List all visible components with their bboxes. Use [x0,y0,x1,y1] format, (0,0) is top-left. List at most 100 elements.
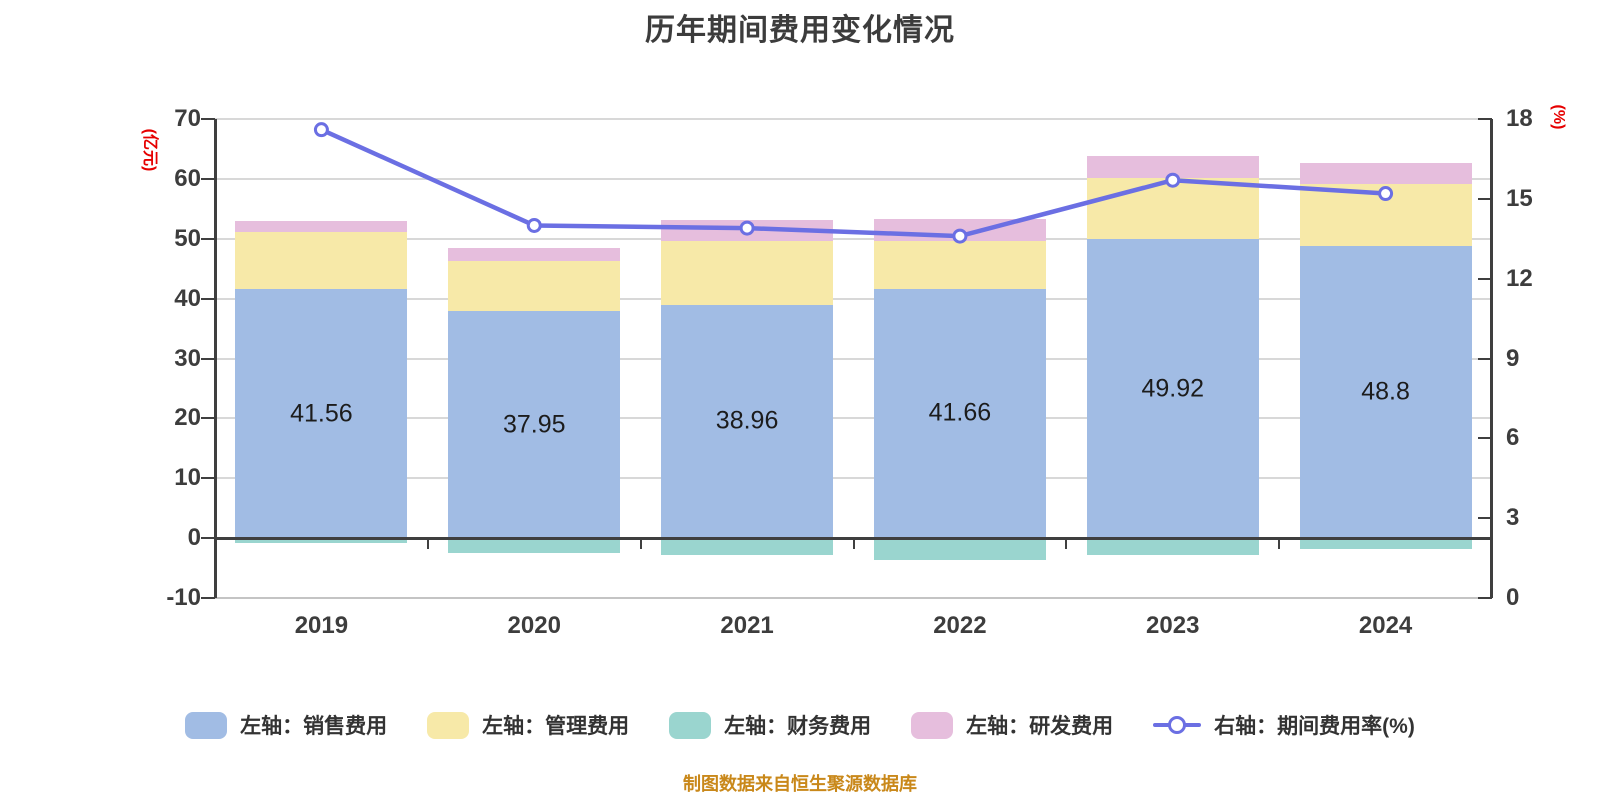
rate-line-series [313,122,1394,244]
bar-value-label: 48.8 [1361,377,1410,406]
bar-segment-rnd [448,248,621,261]
bar-segment-admin [1086,177,1259,240]
bar-value-label: 41.56 [290,399,353,428]
rate-line-marker [1378,186,1394,202]
left-axis-tick-label: 60 [174,164,201,192]
chart-title: 历年期间费用变化情况 [645,14,955,47]
right-axis-tick-label: 12 [1506,264,1533,292]
legend-dot-icon [1168,716,1187,734]
bar-segment-finance [873,538,1046,560]
right-axis-tick [1478,517,1492,520]
bar-segment-finance [661,538,834,556]
bar-segment-rnd [1299,163,1472,184]
plot-area: 41.56 37.95 38.96 41.66 49.92 48.8 70 60 50 40 30 2… [166,105,1532,639]
x-axis-tick [852,539,855,549]
left-axis-tick [201,417,215,420]
right-axis-tick-label: 15 [1506,184,1533,212]
bar-segment-sales [661,304,834,539]
left-axis-tick-label: 20 [174,404,201,432]
bar-value-label: 38.96 [715,406,779,435]
gridline [215,417,1492,420]
bar-value-label: 37.95 [502,410,566,438]
gridline [215,297,1492,300]
left-axis-tick [201,177,215,180]
footer-note: 制图数据来自恒生聚源数据库 [683,774,917,794]
x-axis-tick [426,539,429,549]
left-axis-line [214,119,217,598]
left-axis-tick-label: 30 [174,344,201,372]
x-axis-label: 2022 [933,612,987,639]
right-axis-tick [1478,197,1492,200]
bar-segment-admin [448,260,621,311]
legend-swatch-icon [911,711,954,739]
bar-segment-sales [873,288,1046,539]
legend-item-rate[interactable]: 右轴：期间费用率(%) [1153,710,1415,740]
legend-swatch-icon [669,711,712,739]
right-axis-tick [1478,118,1492,120]
bar-segment-sales [1086,239,1259,539]
bar-segment-admin [873,241,1046,289]
x-axis-label: 2020 [507,612,561,639]
rate-line-path [319,127,1388,239]
left-axis-tick [201,597,215,599]
left-axis-tick [201,537,215,540]
left-axis-tick-label: 40 [174,284,201,312]
right-axis-unit-label: (%) [1550,104,1567,130]
bar-segment-rnd [1086,156,1259,178]
right-axis-tick-label: 0 [1506,584,1520,611]
x-axis-label: 2019 [294,612,349,639]
left-axis-tick [201,297,215,300]
right-axis-tick [1478,437,1492,440]
x-axis-tick [1278,539,1281,549]
bar-value-label: 49.92 [1141,374,1205,403]
left-axis-tick-label: 70 [174,105,201,132]
legend-line-marker-icon [1153,712,1202,739]
legend-label: 左轴：销售费用 [240,715,388,738]
right-axis-tick [1478,277,1492,280]
legend-label: 左轴：财务费用 [724,715,872,738]
left-axis-tick-label: 10 [174,464,201,492]
bar-segment-finance [448,538,621,554]
bar-segment-sales [1299,245,1472,539]
legend-item-admin[interactable]: 左轴：管理费用 [427,710,629,740]
legend-label: 左轴：管理费用 [482,715,630,738]
bar-segment-finance [1086,538,1259,556]
legend-label: 右轴：期间费用率(%) [1214,715,1415,738]
bar-segment-sales [235,289,408,539]
legend-item-rnd[interactable]: 左轴：研发费用 [911,710,1113,740]
bar-segment-sales [448,310,621,539]
legend-item-finance[interactable]: 左轴：财务费用 [669,710,871,740]
left-axis-tick-label: -10 [166,584,201,611]
gridline [215,597,1492,599]
right-axis-tick-label: 18 [1506,105,1533,132]
rate-line-marker [526,217,542,233]
left-axis-tick-label: 0 [187,524,201,552]
right-axis-tick [1478,597,1492,599]
x-axis-label: 2023 [1146,612,1200,639]
bar-segment-rnd [235,221,408,233]
rate-line-marker [739,220,755,236]
right-axis-tick-label: 3 [1506,504,1520,532]
left-axis-tick [201,237,215,240]
x-axis-label: 2024 [1358,612,1413,639]
bar-segment-admin [661,241,834,305]
bar-value-label: 41.66 [928,398,992,427]
left-axis-tick [201,477,215,480]
gridline [215,177,1492,180]
rate-line-marker [1165,172,1181,188]
left-axis-tick-label: 50 [174,224,201,252]
x-axis-line [215,536,1492,540]
rate-line-marker [313,122,329,138]
legend: 左轴：销售费用 左轴：管理费用 左轴：财务费用 左轴：研发费用 右轴：期间费用率(%) [0,710,1600,740]
x-axis-label: 2021 [720,612,774,639]
gridline [215,357,1492,360]
legend-label: 左轴：研发费用 [966,715,1114,738]
bar-segment-finance [235,538,408,543]
rate-line-marker [952,228,968,244]
right-axis-tick [1478,357,1492,360]
left-axis-tick [201,357,215,360]
x-axis-tick [639,539,642,549]
left-axis-tick [201,118,215,120]
legend-item-sales[interactable]: 左轴：销售费用 [185,710,387,740]
